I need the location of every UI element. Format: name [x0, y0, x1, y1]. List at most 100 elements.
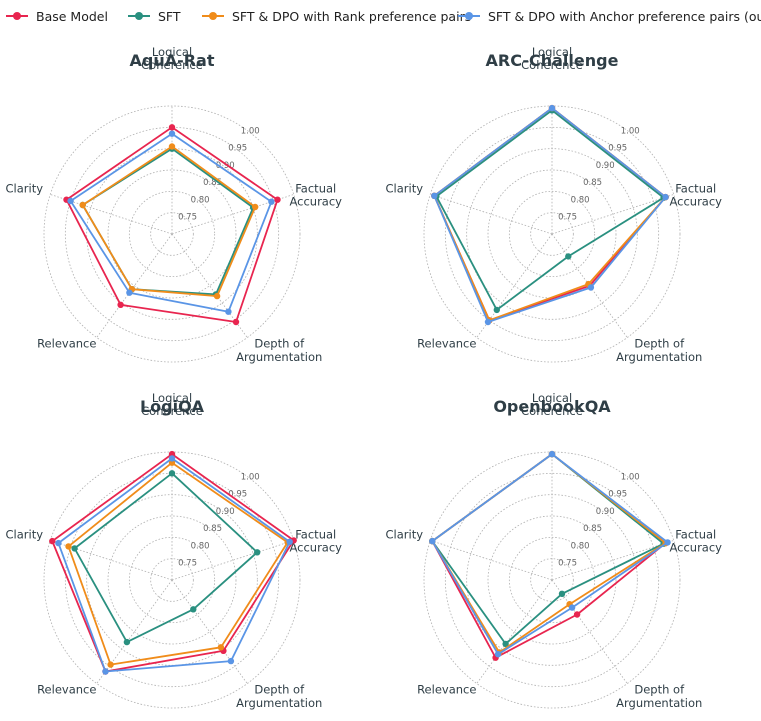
series-line-sft — [435, 109, 665, 311]
radial-tick-label: 0.80 — [571, 195, 590, 205]
data-point-base-model-depth-of-argumentation — [232, 318, 240, 326]
data-point-base-model-factual-accuracy — [274, 196, 281, 203]
data-point-sft-dpo-with-anchor-preference-pairs-ours-clarity — [67, 197, 74, 205]
axis-label-logical-coherence: Logical Coherence — [141, 45, 203, 72]
data-point-sft-depth-of-argumentation — [558, 590, 566, 597]
series-line-sft-dpo-with-rank-preference-pairs — [433, 107, 667, 322]
data-point-sft-dpo-with-anchor-preference-pairs-ours-depth-of-argumentation — [225, 308, 232, 315]
axis-spoke-factual-accuracy — [551, 540, 674, 581]
series-line-sft — [431, 453, 665, 645]
axis-label-clarity: Clarity — [386, 527, 424, 541]
axis-spoke-factual-accuracy — [551, 194, 674, 235]
data-point-sft-dpo-with-rank-preference-pairs-logical-coherence — [168, 143, 176, 150]
axis-label-depth-of-argumentation: Depth of Argumentation — [236, 683, 322, 710]
data-point-sft-relevance — [502, 640, 509, 648]
axis-label-factual-accuracy: Factual Accuracy — [289, 181, 342, 208]
radial-tick-label: 0.85 — [583, 178, 602, 188]
data-point-base-model-logical-coherence — [168, 124, 176, 131]
axis-label-relevance: Relevance — [417, 683, 476, 697]
series-line-base-model — [433, 107, 667, 322]
axis-label-relevance: Relevance — [37, 683, 96, 697]
axis-label-clarity: Clarity — [386, 181, 424, 195]
legend-item-sft: SFT — [128, 6, 181, 26]
legend-swatch-rank-dpo — [202, 11, 224, 21]
gridline-circle — [444, 472, 660, 688]
legend-item-base-model: Base Model — [6, 6, 108, 26]
data-point-sft-depth-of-argumentation — [565, 253, 572, 260]
series-line-sft-dpo-with-anchor-preference-pairs-ours — [433, 107, 667, 323]
data-point-sft-dpo-with-anchor-preference-pairs-ours-depth-of-argumentation — [568, 604, 576, 611]
data-point-sft-dpo-with-rank-preference-pairs-depth-of-argumentation — [213, 292, 221, 300]
data-point-sft-dpo-with-anchor-preference-pairs-ours-logical-coherence — [548, 104, 556, 112]
data-point-sft-dpo-with-anchor-preference-pairs-ours-factual-accuracy — [286, 538, 293, 545]
gridline-circle — [107, 169, 237, 299]
axis-label-relevance: Relevance — [417, 337, 476, 351]
series-line-base-model — [51, 453, 295, 673]
radial-tick-label: 0.95 — [228, 144, 247, 154]
gridline-circle — [487, 169, 617, 299]
data-point-sft-dpo-with-anchor-preference-pairs-ours-relevance — [484, 318, 492, 326]
gridline-circle — [43, 105, 301, 363]
radial-tick-label: 0.95 — [228, 490, 247, 500]
axis-spoke-depth-of-argumentation — [551, 579, 628, 684]
chart-title-arc-challenge: ARC-Challenge — [486, 51, 619, 70]
radial-tick-label: 0.85 — [583, 524, 602, 534]
axis-label-clarity: Clarity — [6, 181, 44, 195]
radial-tick-label: 0.95 — [608, 144, 627, 154]
radial-tick-label: 0.80 — [571, 541, 590, 551]
series-line-sft — [73, 472, 259, 644]
gridline-circle — [444, 126, 660, 342]
legend: Base Model SFT SFT & DPO with Rank prefe… — [0, 0, 761, 34]
data-point-sft-dpo-with-anchor-preference-pairs-ours-factual-accuracy — [268, 198, 275, 205]
axis-label-logical-coherence: Logical Coherence — [141, 391, 203, 418]
data-point-sft-dpo-with-anchor-preference-pairs-ours-depth-of-argumentation — [587, 284, 595, 291]
data-point-sft-dpo-with-anchor-preference-pairs-ours-logical-coherence — [168, 455, 176, 462]
gridline-circle — [107, 515, 237, 645]
radial-tick-label: 0.75 — [558, 559, 577, 569]
axis-label-logical-coherence: Logical Coherence — [521, 45, 583, 72]
legend-label-anchor-dpo: SFT & DPO with Anchor preference pairs (… — [488, 8, 761, 24]
radial-tick-label: 1.00 — [241, 472, 260, 482]
gridline-circle — [508, 536, 596, 624]
axis-label-depth-of-argumentation: Depth of Argumentation — [616, 337, 702, 364]
axis-label-factual-accuracy: Factual Accuracy — [669, 527, 722, 554]
data-point-sft-dpo-with-anchor-preference-pairs-ours-relevance — [102, 668, 109, 675]
series-line-base-model — [65, 126, 279, 323]
legend-label-sft: SFT — [158, 8, 181, 24]
axis-spoke-relevance — [96, 233, 173, 338]
axis-label-factual-accuracy: Factual Accuracy — [289, 527, 342, 554]
radial-tick-label: 0.85 — [203, 178, 222, 188]
radial-tick-label: 0.90 — [596, 161, 615, 171]
radar-chart-openbookqa: OpenbookQA 0.75 0.80 0.85 0.90 0.95 1.00 Logica… — [386, 391, 723, 710]
gridline-circle — [487, 515, 617, 645]
data-point-sft-depth-of-argumentation — [190, 606, 197, 613]
axis-label-clarity: Clarity — [6, 527, 44, 541]
data-point-sft-dpo-with-rank-preference-pairs-relevance — [107, 661, 114, 668]
data-point-sft-logical-coherence — [168, 470, 176, 477]
data-point-sft-dpo-with-anchor-preference-pairs-ours-depth-of-argumentation — [227, 657, 235, 665]
legend-label-base-model: Base Model — [36, 8, 108, 24]
axis-spoke-relevance — [476, 579, 553, 684]
gridline-circle — [64, 472, 280, 688]
data-point-sft-dpo-with-anchor-preference-pairs-ours-relevance — [494, 651, 502, 658]
series-line-sft-dpo-with-rank-preference-pairs — [81, 145, 257, 298]
gridline-circle — [64, 126, 280, 342]
gridline-circle — [128, 190, 216, 278]
data-point-sft-dpo-with-anchor-preference-pairs-ours-logical-coherence — [548, 450, 556, 458]
data-point-sft-dpo-with-rank-preference-pairs-clarity — [65, 543, 72, 550]
radial-tick-label: 0.95 — [608, 490, 627, 500]
legend-swatch-base-model — [6, 11, 28, 21]
radial-tick-label: 0.75 — [178, 559, 197, 569]
radial-tick-label: 0.90 — [216, 161, 235, 171]
radial-tick-label: 0.90 — [216, 507, 235, 517]
data-point-base-model-relevance — [117, 301, 124, 308]
data-point-sft-dpo-with-anchor-preference-pairs-ours-factual-accuracy — [662, 193, 669, 201]
data-point-sft-relevance — [123, 638, 131, 646]
data-point-sft-relevance — [493, 306, 500, 314]
data-point-sft-dpo-with-rank-preference-pairs-depth-of-argumentation — [217, 644, 225, 651]
data-point-sft-factual-accuracy — [254, 549, 261, 556]
legend-label-rank-dpo: SFT & DPO with Rank preference pairs — [232, 8, 472, 24]
axis-label-logical-coherence: Logical Coherence — [521, 391, 583, 418]
radial-tick-label: 0.75 — [558, 213, 577, 223]
data-point-sft-dpo-with-anchor-preference-pairs-ours-clarity — [431, 192, 438, 199]
